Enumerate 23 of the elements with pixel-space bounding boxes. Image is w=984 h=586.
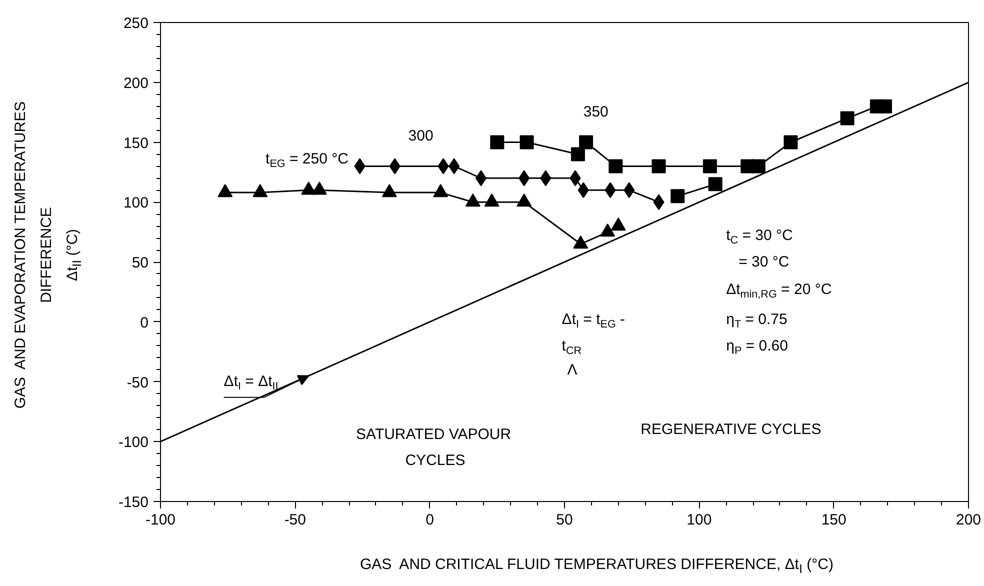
y-tick-label: 0 — [140, 314, 148, 332]
y-tick-label: 150 — [123, 134, 149, 152]
y-tick-label: 50 — [132, 254, 149, 272]
x-tick-label: 100 — [686, 512, 712, 528]
x-axis-title: GAS AND CRITICAL FLUID TEMPERATURES DIFFERENCE, Δt$_{I}$ (°C) — [360, 555, 834, 578]
annotation: Λ — [567, 361, 578, 378]
annotation: 300 — [408, 128, 434, 145]
x-tick-label: 150 — [821, 512, 846, 528]
y-tick-label: 200 — [123, 74, 149, 92]
y-tick-label: -150 — [118, 494, 149, 511]
annotation: REGENERATIVE CYCLES — [640, 421, 822, 438]
y-tick-label: -100 — [118, 434, 149, 452]
x-tick-label: 200 — [956, 512, 982, 528]
x-tick-label: -50 — [284, 512, 306, 528]
y-tick-label: -50 — [126, 374, 149, 392]
y-tick-label: 250 — [123, 15, 149, 32]
y-tick-label: 100 — [123, 194, 149, 212]
x-tick-label: -100 — [145, 512, 176, 528]
x-tick-label: 0 — [426, 512, 434, 528]
annotation: SATURATED VAPOUR CYCLES — [356, 426, 512, 470]
x-tick-label: 50 — [556, 512, 573, 528]
annotation: 350 — [583, 104, 608, 121]
annotation: = 30 °C — [726, 254, 790, 270]
